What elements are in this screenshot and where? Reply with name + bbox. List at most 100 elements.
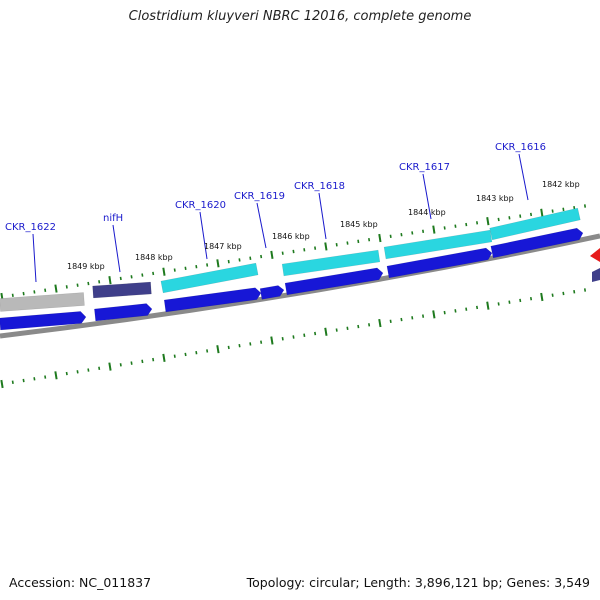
outer-tick xyxy=(162,267,166,276)
inner-tick xyxy=(357,324,360,329)
outer-tick xyxy=(270,250,274,259)
inner-tick xyxy=(11,380,14,384)
outer-tick xyxy=(432,225,436,234)
accession-text: Accession: NC_011837 xyxy=(9,575,152,590)
inner-tick xyxy=(411,316,414,320)
inner-tick xyxy=(22,378,25,383)
inner-tick xyxy=(195,350,198,355)
outer-tick xyxy=(540,208,544,217)
label-leader xyxy=(112,224,121,273)
inner-tick xyxy=(508,300,511,304)
inner-tick xyxy=(108,362,112,371)
outer-tick xyxy=(486,217,490,226)
inner-tick xyxy=(324,327,328,336)
outer-tick xyxy=(54,284,58,293)
inner-tick xyxy=(119,363,122,367)
inner-tick xyxy=(303,333,306,337)
inner-tick xyxy=(583,288,587,292)
inner-tick xyxy=(216,345,220,354)
inner-tick xyxy=(443,310,446,315)
genome-summary-text: Topology: circular; Length: 3,896,121 bp… xyxy=(246,575,590,590)
label-leader xyxy=(422,173,432,220)
inner-tick xyxy=(33,377,36,381)
kbp-label: 1846 kbp xyxy=(272,232,310,241)
outer-tick xyxy=(216,259,220,268)
inner-tick xyxy=(497,302,500,306)
gene-label-nifh: nifH xyxy=(103,213,123,224)
label-leader xyxy=(256,202,267,249)
kbp-label: 1848 kbp xyxy=(135,253,173,262)
outer-tick xyxy=(324,242,328,251)
kbp-label: 1847 kbp xyxy=(204,242,242,251)
feature-track xyxy=(0,207,600,331)
inner-tick xyxy=(249,342,252,346)
cds-feature xyxy=(284,267,384,296)
inner-tick xyxy=(465,307,468,311)
inner-tick xyxy=(162,353,166,362)
gene-feature-ckr-1620 xyxy=(160,262,259,294)
inner-tick xyxy=(281,337,284,341)
inner-tick xyxy=(0,379,4,389)
outer-tick xyxy=(378,233,382,243)
cds-feature xyxy=(0,311,87,331)
inner-tick xyxy=(65,371,68,376)
inner-tick xyxy=(238,343,241,348)
gene-feature-ckr-1622 xyxy=(0,292,85,312)
inner-tick xyxy=(227,345,230,350)
inner-tick xyxy=(76,370,79,374)
cds-feature xyxy=(386,247,493,279)
gene-label-ckr-1622: CKR_1622 xyxy=(5,222,56,233)
kbp-label: 1842 kbp xyxy=(542,180,580,189)
inner-tick xyxy=(314,331,317,336)
inner-tick xyxy=(529,296,533,301)
inner-tick xyxy=(486,301,490,310)
gene-label-ckr-1616: CKR_1616 xyxy=(495,142,546,153)
kbp-label: 1845 kbp xyxy=(340,220,378,229)
outer-tick-track xyxy=(0,204,587,302)
inner-tick xyxy=(432,310,436,319)
map-title: Clostridium kluyveri NBRC 12016, complet… xyxy=(128,9,472,24)
inner-tick xyxy=(335,328,338,332)
inner-tick-track xyxy=(0,288,587,389)
cds-feature xyxy=(259,285,285,300)
cds-feature xyxy=(163,287,262,313)
inner-tick xyxy=(378,318,382,328)
label-leader xyxy=(518,153,529,201)
gene-label-ckr-1619: CKR_1619 xyxy=(234,191,285,202)
inner-tick xyxy=(389,319,392,324)
inner-tick xyxy=(475,305,479,310)
gene-feature-nifh xyxy=(92,281,152,299)
label-leader xyxy=(32,233,37,283)
inner-tick xyxy=(573,290,576,294)
inner-tick xyxy=(422,314,425,318)
inner-tick xyxy=(141,359,144,364)
genome-backbone xyxy=(0,233,600,339)
cds-feature xyxy=(490,227,584,259)
scale-labels: 1849 kbp 1848 kbp 1847 kbp 1846 kbp 1845 kbp… xyxy=(67,180,580,271)
gene-feature-ckr-1617 xyxy=(383,229,493,260)
inner-tick xyxy=(540,292,544,302)
label-leader xyxy=(199,211,208,260)
gene-feature-ckr-1616 xyxy=(489,207,581,241)
inner-tick xyxy=(44,375,47,379)
inner-tick xyxy=(454,309,457,313)
inner-tick xyxy=(206,349,209,353)
edge-feature xyxy=(592,268,600,282)
gene-label-ckr-1618: CKR_1618 xyxy=(294,181,345,192)
inner-tick xyxy=(173,354,176,358)
cds-feature xyxy=(94,303,153,322)
gene-label-ckr-1620: CKR_1620 xyxy=(175,200,226,211)
label-leaders xyxy=(32,153,529,283)
inner-tick xyxy=(292,335,295,339)
gene-label-ckr-1617: CKR_1617 xyxy=(399,162,450,173)
inner-tick xyxy=(87,368,90,372)
gene-labels: CKR_1622 nifH CKR_1620 CKR_1619 CKR_1618 CKR_… xyxy=(5,142,546,233)
inner-tick xyxy=(152,357,155,362)
kbp-label: 1844 kbp xyxy=(408,208,446,217)
inner-tick xyxy=(346,326,349,331)
inner-tick xyxy=(519,298,522,303)
label-leader xyxy=(318,192,327,240)
inner-tick xyxy=(551,293,554,297)
inner-tick xyxy=(260,340,263,344)
